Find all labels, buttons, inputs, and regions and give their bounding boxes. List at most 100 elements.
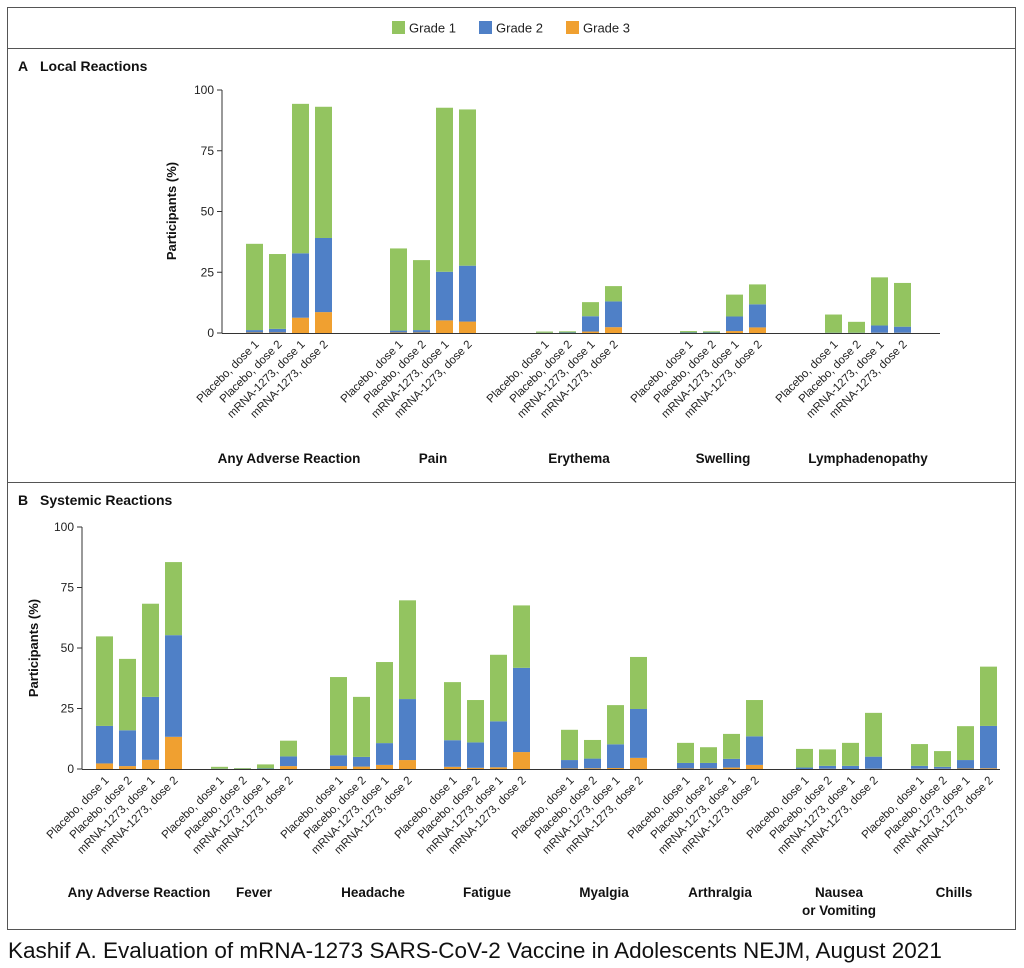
systemic-reactions-title: Systemic Reactions: [40, 492, 172, 508]
segment-grade-1-lymphadenopathy-1: [848, 321, 865, 333]
segment-grade-1-nausea-or-vomiting-1: [819, 749, 836, 766]
segment-grade-2-any-adverse-reaction-1: [269, 328, 286, 333]
bar-any-adverse-reaction-mrna-1273-dose-1: [292, 103, 309, 333]
segment-grade-2-arthralgia-2: [723, 758, 740, 768]
segment-grade-1-fever-1: [234, 768, 251, 769]
bar-chills-placebo-dose-1: [911, 744, 928, 769]
segment-grade-3-myalgia-1: [584, 768, 601, 769]
segment-grade-2-headache-1: [353, 756, 370, 767]
segment-grade-3-swelling-2: [726, 331, 743, 333]
segment-grade-1-any-adverse-reaction-0: [96, 636, 113, 726]
segment-grade-1-any-adverse-reaction-3: [165, 562, 182, 636]
local-reactions-y-axis-label: Participants (%): [164, 162, 179, 260]
segment-grade-1-swelling-0: [680, 331, 697, 333]
segment-grade-1-any-adverse-reaction-3: [315, 106, 332, 238]
segment-grade-1-lymphadenopathy-2: [871, 277, 888, 326]
segment-grade-2-nausea-or-vomiting-3: [865, 756, 882, 769]
systemic-reactions-ytick-label-100: 100: [54, 520, 74, 534]
group-label-fatigue: Fatigue: [463, 885, 511, 900]
bar-any-adverse-reaction-mrna-1273-dose-1: [142, 603, 159, 769]
legend-label-grade-3: Grade 3: [583, 21, 630, 36]
segment-grade-1-headache-1: [353, 696, 370, 757]
legend: Grade 1 Grade 2 Grade 3: [392, 21, 630, 36]
segment-grade-2-myalgia-0: [561, 760, 578, 769]
segment-grade-1-chills-3: [980, 666, 997, 726]
segment-grade-2-chills-1: [934, 766, 951, 769]
group-label-chills: Chills: [936, 885, 973, 900]
bar-swelling-mrna-1273-dose-2: [749, 284, 766, 333]
segment-grade-1-erythema-3: [605, 286, 622, 302]
group-label-myalgia: Myalgia: [579, 885, 629, 900]
bar-lymphadenopathy-placebo-dose-2: [848, 321, 865, 333]
segment-grade-3-headache-2: [376, 764, 393, 769]
local-reactions-ytick-label-50: 50: [201, 205, 215, 219]
segment-grade-1-headache-0: [330, 677, 347, 756]
panel-systemic-reactions: B Systemic Reactions 0 25 50 75 100 Participant…: [18, 492, 1000, 918]
segment-grade-2-arthralgia-3: [746, 736, 763, 765]
segment-grade-2-chills-3: [980, 725, 997, 769]
segment-grade-1-nausea-or-vomiting-2: [842, 742, 859, 766]
segment-grade-1-any-adverse-reaction-2: [292, 103, 309, 254]
figure-frame: [7, 7, 1016, 930]
bar-myalgia-mrna-1273-dose-1: [607, 705, 624, 769]
bar-erythema-placebo-dose-2: [559, 331, 576, 333]
group-label-any-adverse-reaction: Any Adverse Reaction: [68, 885, 211, 900]
group-label-nausea-or-vomiting: Nausea or Vomiting: [802, 885, 876, 918]
segment-grade-3-myalgia-3: [630, 757, 647, 769]
bar-any-adverse-reaction-mrna-1273-dose-2: [165, 562, 182, 769]
segment-grade-3-pain-3: [459, 321, 476, 333]
bar-swelling-placebo-dose-2: [703, 331, 720, 333]
segment-grade-1-fatigue-3: [513, 605, 530, 668]
segment-grade-3-any-adverse-reaction-0: [96, 763, 113, 769]
adverse-reactions-figure: Grade 1 Grade 2 Grade 3 A Local Reactions 0 2…: [7, 7, 1016, 930]
segment-grade-1-fever-3: [280, 740, 297, 757]
segment-grade-1-myalgia-2: [607, 705, 624, 745]
bar-swelling-mrna-1273-dose-1: [726, 294, 743, 333]
segment-grade-3-headache-0: [330, 766, 347, 769]
bar-arthralgia-placebo-dose-2: [700, 747, 717, 769]
bar-erythema-placebo-dose-1: [536, 331, 553, 333]
bar-fatigue-placebo-dose-2: [467, 700, 484, 769]
bar-pain-mrna-1273-dose-2: [459, 109, 476, 333]
segment-grade-1-arthralgia-2: [723, 733, 740, 759]
segment-grade-1-arthralgia-0: [677, 742, 694, 763]
bar-nausea-or-vomiting-mrna-1273-dose-1: [842, 742, 859, 769]
segment-grade-2-nausea-or-vomiting-1: [819, 765, 836, 769]
segment-grade-2-myalgia-3: [630, 708, 647, 758]
bar-headache-mrna-1273-dose-1: [376, 662, 393, 769]
bar-headache-mrna-1273-dose-2: [399, 600, 416, 769]
group-label-headache: Headache: [341, 885, 405, 900]
segment-grade-1-myalgia-3: [630, 656, 647, 709]
bar-lymphadenopathy-mrna-1273-dose-1: [871, 277, 888, 333]
segment-grade-2-erythema-3: [605, 301, 622, 328]
bar-lymphadenopathy-mrna-1273-dose-2: [894, 282, 911, 333]
segment-grade-2-fatigue-3: [513, 667, 530, 753]
legend-label-grade-1: Grade 1: [409, 21, 456, 36]
bar-any-adverse-reaction-placebo-dose-1: [246, 243, 263, 333]
segment-grade-1-swelling-2: [726, 294, 743, 317]
segment-grade-2-fatigue-2: [490, 721, 507, 768]
segment-grade-1-fever-2: [257, 764, 274, 769]
segment-grade-1-swelling-3: [749, 284, 766, 305]
segment-grade-2-arthralgia-0: [677, 762, 694, 769]
segment-grade-2-any-adverse-reaction-2: [142, 696, 159, 760]
segment-grade-2-swelling-2: [726, 316, 743, 332]
segment-grade-1-arthralgia-3: [746, 700, 763, 737]
bar-erythema-mrna-1273-dose-2: [605, 286, 622, 333]
bar-fever-mrna-1273-dose-2: [280, 740, 297, 769]
bar-any-adverse-reaction-placebo-dose-2: [119, 658, 136, 769]
segment-grade-3-pain-2: [436, 320, 453, 333]
group-label-fever: Fever: [236, 885, 273, 900]
segment-grade-1-fever-0: [211, 766, 228, 769]
legend-label-grade-2: Grade 2: [496, 21, 543, 36]
segment-grade-3-fatigue-2: [490, 767, 507, 769]
segment-grade-2-arthralgia-1: [700, 762, 717, 769]
segment-grade-3-headache-3: [399, 760, 416, 769]
bar-fever-placebo-dose-1: [211, 766, 228, 769]
segment-grade-1-fatigue-1: [467, 700, 484, 743]
segment-grade-1-any-adverse-reaction-1: [269, 254, 286, 329]
local-reactions-title: Local Reactions: [40, 58, 148, 74]
segment-grade-1-nausea-or-vomiting-3: [865, 712, 882, 757]
